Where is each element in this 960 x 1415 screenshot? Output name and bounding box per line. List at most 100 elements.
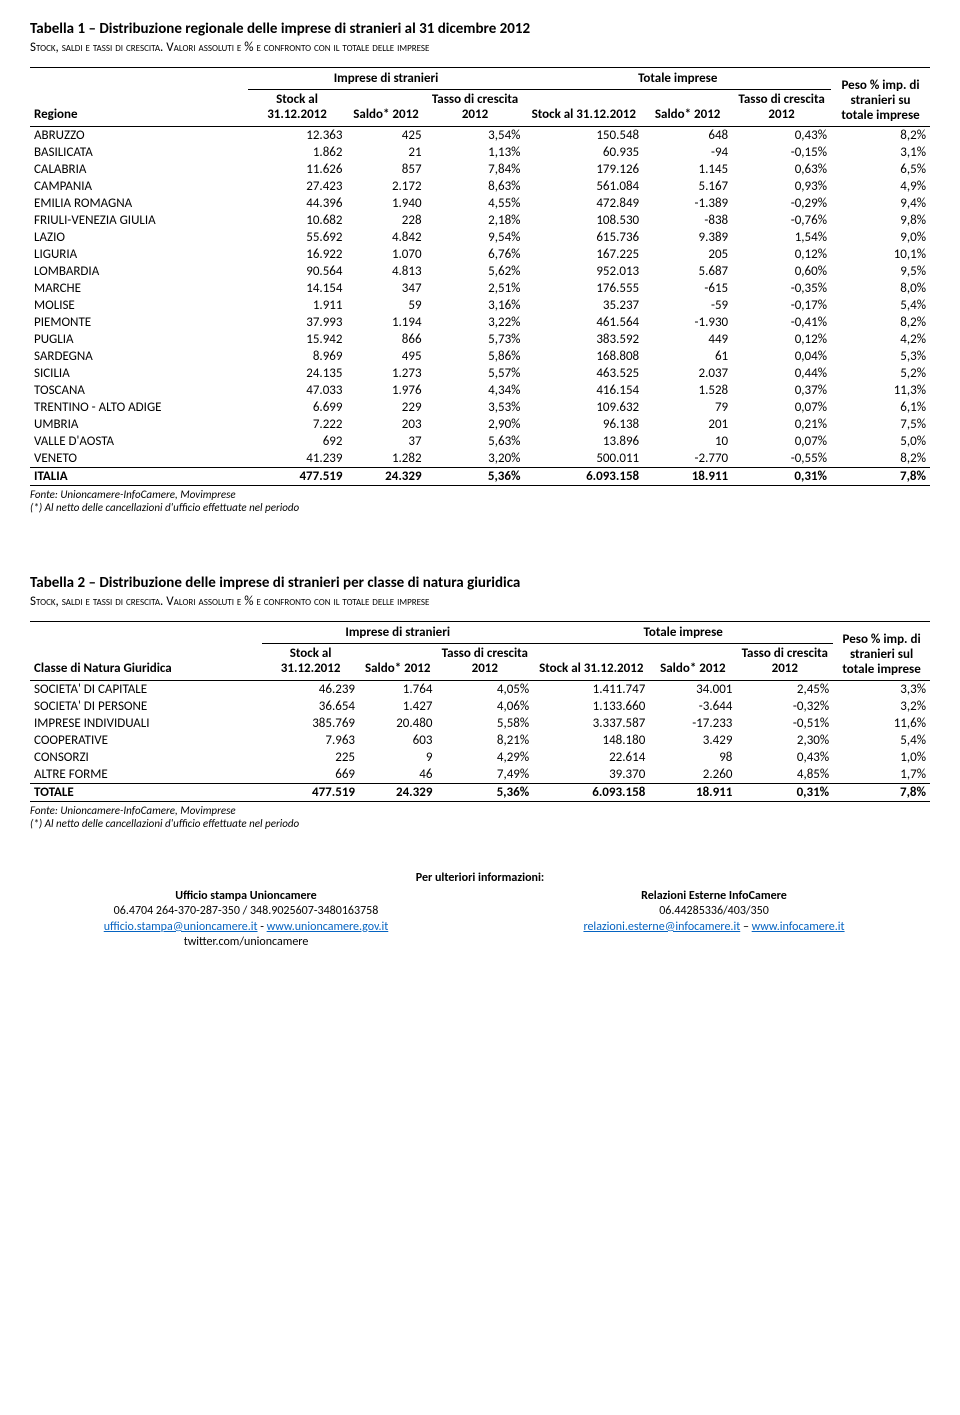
cell: 2,45%	[736, 681, 833, 699]
cell: 228	[346, 212, 425, 229]
cell: -59	[643, 297, 732, 314]
table1-subtitle-a: Stock, saldi e tassi di crescita.	[30, 40, 166, 55]
cell: 6.093.158	[533, 784, 649, 802]
cell: 2,18%	[426, 212, 525, 229]
cell: -0,15%	[732, 144, 831, 161]
cell: 0,31%	[732, 467, 831, 485]
cell: 472.849	[524, 195, 643, 212]
cell: 5.687	[643, 263, 732, 280]
cell: 24.329	[359, 784, 436, 802]
cell: 4,55%	[426, 195, 525, 212]
cell: 9	[359, 749, 436, 766]
table2-title: Tabella 2 – Distribuzione delle imprese …	[30, 574, 930, 592]
row-label: CAMPANIA	[30, 178, 248, 195]
cell: 1,0%	[833, 749, 930, 766]
cell: 10,1%	[831, 246, 930, 263]
cell: 1.940	[346, 195, 425, 212]
cell: 0,43%	[736, 749, 833, 766]
cell: 0,12%	[732, 246, 831, 263]
cell: 1.194	[346, 314, 425, 331]
cell: -17.233	[649, 715, 736, 732]
cell: 6,1%	[831, 399, 930, 416]
cell: 0,43%	[732, 126, 831, 144]
cell: 347	[346, 280, 425, 297]
cell: 55.692	[248, 229, 347, 246]
cell: 1.976	[346, 382, 425, 399]
cell: 96.138	[524, 416, 643, 433]
cell: 16.922	[248, 246, 347, 263]
col-saldo-s: Saldo* 2012	[346, 90, 425, 127]
cell: 8,0%	[831, 280, 930, 297]
cell: 1,54%	[732, 229, 831, 246]
table-row: LIGURIA16.9221.0706,76%167.2252050,12%10…	[30, 246, 930, 263]
cell: 12.363	[248, 126, 347, 144]
footer-right: Relazioni Esterne InfoCamere 06.44285336…	[498, 889, 930, 951]
cell: -838	[643, 212, 732, 229]
cell: 500.011	[524, 450, 643, 468]
cell: 0,63%	[732, 161, 831, 178]
cell: 603	[359, 732, 436, 749]
total-label: ITALIA	[30, 467, 248, 485]
cell: 4,29%	[436, 749, 533, 766]
cell: 37	[346, 433, 425, 450]
col-tasso-s: Tasso di crescita 2012	[426, 90, 525, 127]
cell: -2.770	[643, 450, 732, 468]
cell: 0,04%	[732, 348, 831, 365]
cell: 11.626	[248, 161, 347, 178]
cell: 229	[346, 399, 425, 416]
cell: -1.930	[643, 314, 732, 331]
cell: 5.167	[643, 178, 732, 195]
cell: 0,93%	[732, 178, 831, 195]
table-row: CAMPANIA27.4232.1728,63%561.0845.1670,93…	[30, 178, 930, 195]
cell: 36.654	[262, 698, 359, 715]
cell: 21	[346, 144, 425, 161]
row-label: BASILICATA	[30, 144, 248, 161]
cell: 5,4%	[833, 732, 930, 749]
cell: 5,63%	[426, 433, 525, 450]
table-row: TRENTINO - ALTO ADIGE6.6992293,53%109.63…	[30, 399, 930, 416]
total-row: TOTALE477.51924.3295,36%6.093.15818.9110…	[30, 784, 930, 802]
cell: 201	[643, 416, 732, 433]
col-stock-s: Stock al 31.12.2012	[248, 90, 347, 127]
cell: 9.389	[643, 229, 732, 246]
cell: 1.273	[346, 365, 425, 382]
footer-left-web[interactable]: www.unioncamere.gov.it	[267, 920, 389, 934]
footer-right-web[interactable]: www.infocamere.it	[752, 920, 845, 934]
cell: 416.154	[524, 382, 643, 399]
col-regione: Regione	[30, 90, 248, 127]
cell: 35.237	[524, 297, 643, 314]
cell: 60.935	[524, 144, 643, 161]
cell: -0,35%	[732, 280, 831, 297]
footer-left-email[interactable]: ufficio.stampa@unioncamere.it	[104, 920, 258, 934]
cell: 179.126	[524, 161, 643, 178]
table-row: LOMBARDIA90.5644.8135,62%952.0135.6870,6…	[30, 263, 930, 280]
table-row: ALTRE FORME669467,49%39.3702.2604,85%1,7…	[30, 766, 930, 784]
footer-right-email[interactable]: relazioni.esterne@infocamere.it	[583, 920, 740, 934]
cell: 10	[643, 433, 732, 450]
cell: 1.528	[643, 382, 732, 399]
cell: 11,6%	[833, 715, 930, 732]
row-label: CONSORZI	[30, 749, 262, 766]
table-row: CALABRIA11.6268577,84%179.1261.1450,63%6…	[30, 161, 930, 178]
footnote-line1: Fonte: Unioncamere-InfoCamere, Movimpres…	[30, 488, 930, 501]
table-row: IMPRESE INDIVIDUALI385.76920.4805,58%3.3…	[30, 715, 930, 732]
cell: 18.911	[649, 784, 736, 802]
cell: 8.969	[248, 348, 347, 365]
cell: 9,54%	[426, 229, 525, 246]
cell: 477.519	[262, 784, 359, 802]
cell: 3,1%	[831, 144, 930, 161]
cell: 1.911	[248, 297, 347, 314]
table-row: COOPERATIVE7.9636038,21%148.1803.4292,30…	[30, 732, 930, 749]
cell: 5,73%	[426, 331, 525, 348]
footer-left-twitter: twitter.com/unioncamere	[30, 935, 462, 951]
cell: 1.862	[248, 144, 347, 161]
table-row: ABRUZZO12.3634253,54%150.5486480,43%8,2%	[30, 126, 930, 144]
cell: 3,3%	[833, 681, 930, 699]
cell: 6.093.158	[524, 467, 643, 485]
cell: 0,07%	[732, 399, 831, 416]
cell: 669	[262, 766, 359, 784]
cell: 2.260	[649, 766, 736, 784]
cell: 8,63%	[426, 178, 525, 195]
cell: 1,7%	[833, 766, 930, 784]
row-label: COOPERATIVE	[30, 732, 262, 749]
